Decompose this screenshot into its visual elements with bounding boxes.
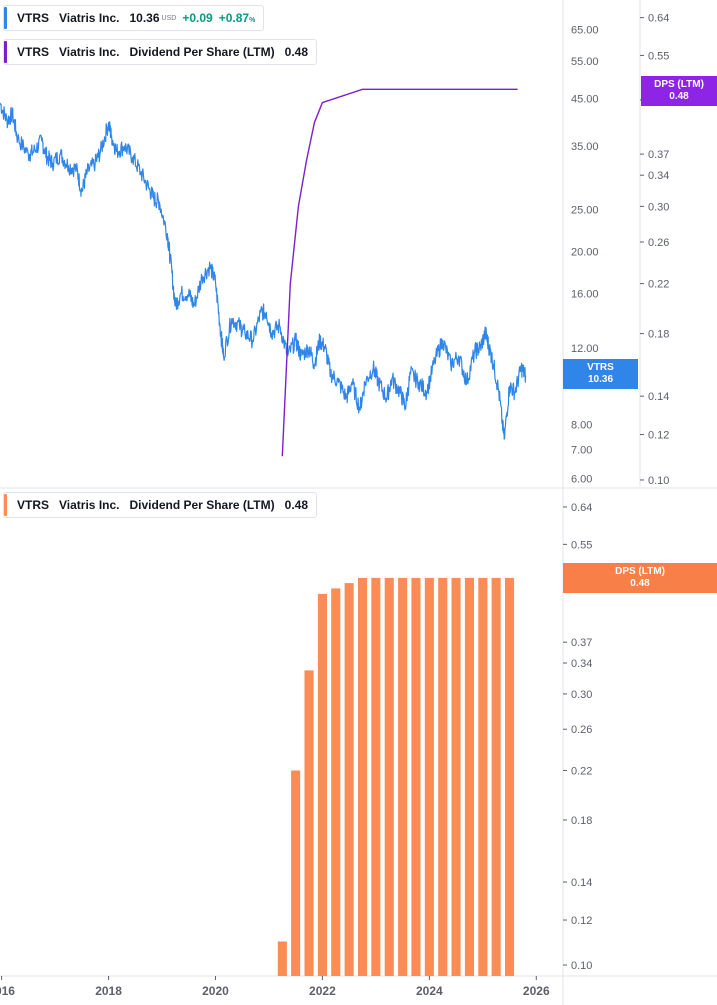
dps-bar bbox=[317, 593, 327, 976]
dps-bottom-last-value-badge: DPS (LTM) 0.48 bbox=[563, 563, 717, 593]
dps-axis-tick-label: 0.12 bbox=[648, 430, 669, 442]
dps-bar bbox=[371, 577, 381, 976]
dps-axis-tick-label: 0.34 bbox=[648, 170, 669, 182]
legend-symbol: VTRS bbox=[17, 11, 50, 25]
dps-axis-tick-label: 0.18 bbox=[648, 329, 669, 341]
dps-legend-bottom[interactable]: VTRS Viatris Inc. Dividend Per Share (LT… bbox=[3, 492, 317, 518]
bar-axis-tick-label: 0.55 bbox=[571, 539, 592, 551]
dps-bar-color-marker bbox=[4, 494, 7, 516]
legend-company-name: Viatris Inc. bbox=[59, 45, 120, 59]
dps-axis-tick-label: 0.14 bbox=[648, 391, 669, 403]
price-last-value-badge: VTRS 10.36 bbox=[563, 359, 638, 389]
dps-bar bbox=[424, 577, 434, 976]
dps-bar bbox=[398, 577, 408, 976]
dps-bar bbox=[291, 770, 301, 976]
bar-axis-tick-label: 0.18 bbox=[571, 815, 592, 827]
badge-value: 10.36 bbox=[587, 374, 614, 385]
bar-axis-tick-label: 0.10 bbox=[571, 960, 592, 972]
legend-symbol: VTRS bbox=[17, 45, 50, 59]
price-axis-tick-label: 45.00 bbox=[571, 94, 599, 106]
legend-metric: Dividend Per Share (LTM) bbox=[129, 45, 275, 59]
legend-change-percent-value: +0.87 bbox=[218, 11, 250, 25]
dps-bar bbox=[344, 583, 354, 976]
price-axis-tick-label: 65.00 bbox=[571, 24, 599, 36]
dps-bar bbox=[411, 577, 421, 976]
badge-value: 0.48 bbox=[669, 91, 689, 102]
bar-axis-tick-label: 0.12 bbox=[571, 915, 592, 927]
time-axis-tick-label: 2022 bbox=[309, 984, 336, 998]
price-axis-tick-label: 7.00 bbox=[571, 445, 592, 457]
price-axis-tick-label: 8.00 bbox=[571, 419, 592, 431]
legend-symbol: VTRS bbox=[17, 498, 50, 512]
dps-bar bbox=[331, 588, 341, 976]
dps-bar bbox=[277, 941, 287, 976]
bar-axis-tick-label: 0.37 bbox=[571, 637, 592, 649]
legend-percent-sign: % bbox=[249, 17, 256, 24]
bar-axis-tick-label: 0.34 bbox=[571, 658, 592, 670]
bar-axis-tick-label: 0.14 bbox=[571, 877, 592, 889]
legend-metric: Dividend Per Share (LTM) bbox=[129, 498, 275, 512]
dps-bar-pane bbox=[277, 577, 515, 976]
dps-bar bbox=[505, 577, 515, 976]
time-axis-tick-label: 2016 bbox=[0, 984, 15, 998]
price-axis-tick-label: 16.00 bbox=[571, 289, 599, 301]
price-axis-tick-label: 6.00 bbox=[571, 474, 592, 486]
price-series-line bbox=[0, 102, 527, 440]
legend-company-name: Viatris Inc. bbox=[59, 11, 120, 25]
legend-value: 0.48 bbox=[284, 498, 308, 512]
dps-axis-tick-label: 0.55 bbox=[648, 50, 669, 62]
time-axis-tick-label: 2026 bbox=[523, 984, 550, 998]
badge-label: DPS (LTM) bbox=[654, 79, 704, 90]
dps-axis-tick-label: 0.30 bbox=[648, 201, 669, 213]
dps-bar bbox=[451, 577, 461, 976]
dps-axis-tick-label: 0.10 bbox=[648, 475, 669, 487]
dps-top-last-value-badge: DPS (LTM) 0.48 bbox=[641, 76, 717, 106]
time-axis-tick-label: 2020 bbox=[202, 984, 229, 998]
time-axis-tick-label: 2018 bbox=[95, 984, 122, 998]
time-axis-tick-label: 2024 bbox=[416, 984, 443, 998]
price-axis-tick-label: 25.00 bbox=[571, 204, 599, 216]
bar-axis-tick-label: 0.30 bbox=[571, 689, 592, 701]
dps-axis-tick-label: 0.37 bbox=[648, 149, 669, 161]
legend-currency: USD bbox=[161, 14, 177, 22]
bar-axis-tick-label: 0.26 bbox=[571, 724, 592, 736]
bar-axis-tick-label: 0.64 bbox=[571, 502, 592, 514]
legend-value: 0.48 bbox=[284, 45, 308, 59]
dps-series-line bbox=[281, 88, 518, 457]
dps-bar bbox=[304, 670, 314, 976]
dps-axis-tick-label: 0.26 bbox=[648, 237, 669, 249]
dps-legend-top[interactable]: VTRS Viatris Inc. Dividend Per Share (LT… bbox=[3, 39, 317, 65]
legend-change-percent: +0.87% bbox=[219, 11, 256, 25]
price-axis-tick-label: 12.00 bbox=[571, 343, 599, 355]
dps-line-color-marker bbox=[4, 41, 7, 63]
dps-bar bbox=[438, 577, 448, 976]
price-series-color-marker bbox=[4, 7, 7, 29]
price-pane bbox=[0, 88, 527, 457]
badge-value: 0.48 bbox=[630, 578, 650, 589]
badge-label: DPS (LTM) bbox=[615, 566, 665, 577]
bar-axis-tick-label: 0.22 bbox=[571, 765, 592, 777]
dps-bar bbox=[384, 577, 394, 976]
badge-label: VTRS bbox=[587, 362, 614, 373]
dps-bar bbox=[491, 577, 501, 976]
dps-axis-tick-label: 0.22 bbox=[648, 279, 669, 291]
legend-price: 10.36 bbox=[129, 11, 160, 25]
dps-bar bbox=[358, 577, 368, 976]
price-axis-tick-label: 20.00 bbox=[571, 247, 599, 259]
price-axis-tick-label: 35.00 bbox=[571, 141, 599, 153]
dps-bar bbox=[464, 577, 474, 976]
price-legend[interactable]: VTRS Viatris Inc. 10.36 USD +0.09 +0.87% bbox=[3, 5, 265, 31]
dps-axis-tick-label: 0.64 bbox=[648, 13, 669, 25]
price-axis-tick-label: 55.00 bbox=[571, 56, 599, 68]
legend-change: +0.09 bbox=[182, 11, 213, 25]
legend-company-name: Viatris Inc. bbox=[59, 498, 120, 512]
dps-bar bbox=[478, 577, 488, 976]
